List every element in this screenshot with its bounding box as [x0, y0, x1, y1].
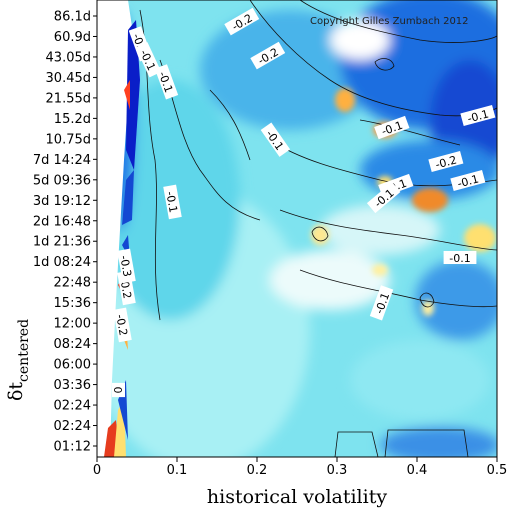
y-tick-label: 86.1d — [54, 10, 91, 25]
contour-label-text: -0.1 — [456, 172, 480, 190]
y-tick-label: 15.2d — [54, 112, 91, 127]
y-tick-label: 5d 09:36 — [33, 173, 91, 188]
contour-label-box — [366, 182, 401, 214]
x-tick-label: 0.4 — [407, 463, 428, 478]
contour-label-box — [443, 251, 477, 264]
contour-label-box — [369, 285, 394, 321]
y-tick-label: 02:24 — [54, 399, 91, 414]
y-axis-title: δtcentered — [5, 319, 32, 401]
contour-label-text: -0.2 — [434, 153, 458, 171]
contour-label: -0.1 — [163, 184, 182, 220]
plot-frame — [96, 0, 498, 458]
y-tick-label: 08:24 — [54, 337, 91, 352]
y-tick-label: 02:24 — [54, 419, 91, 434]
x-axis-title: historical volatility — [207, 486, 387, 508]
x-tick-label: 0.5 — [487, 463, 508, 478]
contour-label-box — [135, 42, 162, 78]
y-tick-label: 43.05d — [46, 50, 91, 65]
contour-label-box — [154, 64, 179, 100]
contour-label-box — [428, 150, 464, 173]
y-tick-label: 21.55d — [46, 91, 91, 106]
y-axis: 01:12 02:24 02:24 03:36 06:00 08:24 12:00 15:36… — [33, 10, 97, 455]
y-axis-title-sub: centered — [16, 319, 32, 382]
contour-label-box — [374, 115, 410, 140]
y-axis-title-main: δt — [5, 382, 27, 401]
contour-label: -0.1 — [460, 104, 496, 127]
contour-label-box — [112, 382, 125, 398]
contour-label-text: -0.2 — [117, 276, 134, 299]
contour-label: -0.2 — [113, 307, 132, 343]
y-tick-label: 22:48 — [54, 276, 91, 291]
contour-label-text: -0.3 — [117, 254, 134, 277]
contour-label-box — [113, 307, 132, 343]
svg-text:δtcentered: δtcentered — [5, 319, 32, 401]
contour-label: -0.2 — [428, 150, 464, 173]
contour-label-text: -0.1 — [466, 107, 490, 125]
contour-label-text: 0 — [111, 387, 124, 394]
y-tick-label: 06:00 — [54, 358, 91, 373]
contour-label: -0.1 — [450, 169, 486, 192]
contour-label-box — [460, 104, 496, 127]
contour-label-box — [117, 248, 136, 284]
contour-label: -0.1 — [443, 251, 477, 265]
x-tick-label: 0.3 — [327, 463, 348, 478]
x-tick-label: 0.1 — [167, 463, 188, 478]
contour-label-box — [250, 41, 286, 70]
contour-label-box — [163, 184, 182, 220]
y-tick-label: 1d 08:24 — [33, 255, 91, 270]
y-tick-label: 1d 21:36 — [33, 235, 91, 250]
contour-label-text: -0.1 — [449, 252, 470, 265]
y-tick-label: 30.45d — [46, 71, 91, 86]
contour-label-box — [450, 169, 486, 192]
contour-label-text: -0.2 — [113, 313, 130, 336]
y-tick-label: 12:00 — [54, 317, 91, 332]
copyright-notice: Copyright Gilles Zumbach 2012 — [310, 16, 469, 27]
contour-label-text: -0.1 — [163, 190, 180, 213]
y-tick-label: 3d 19:12 — [33, 194, 91, 209]
y-tick-label: 2d 16:48 — [33, 214, 91, 229]
x-tick-label: 0 — [93, 463, 101, 478]
contour-label: -0.3 — [117, 248, 136, 284]
x-tick-label: 0.2 — [247, 463, 268, 478]
y-tick-label: 10.75d — [46, 132, 91, 147]
contour-label-box — [224, 7, 260, 36]
y-tick-label: 03:36 — [54, 378, 91, 393]
y-tick-label: 01:12 — [54, 440, 91, 455]
y-tick-label: 60.9d — [54, 30, 91, 45]
y-tick-label: 15:36 — [54, 296, 91, 311]
y-tick-label: 7d 14:24 — [33, 153, 91, 168]
contour-label-box — [260, 122, 291, 157]
x-axis: 0 0.1 0.2 0.3 0.4 0.5 — [93, 457, 507, 478]
contour-label-layer: -0.1-0.1-0.1-0.1-0.1-0.1-0.1-0.1-0.1-0.1… — [111, 7, 496, 398]
contour-label: 0 — [111, 382, 125, 398]
